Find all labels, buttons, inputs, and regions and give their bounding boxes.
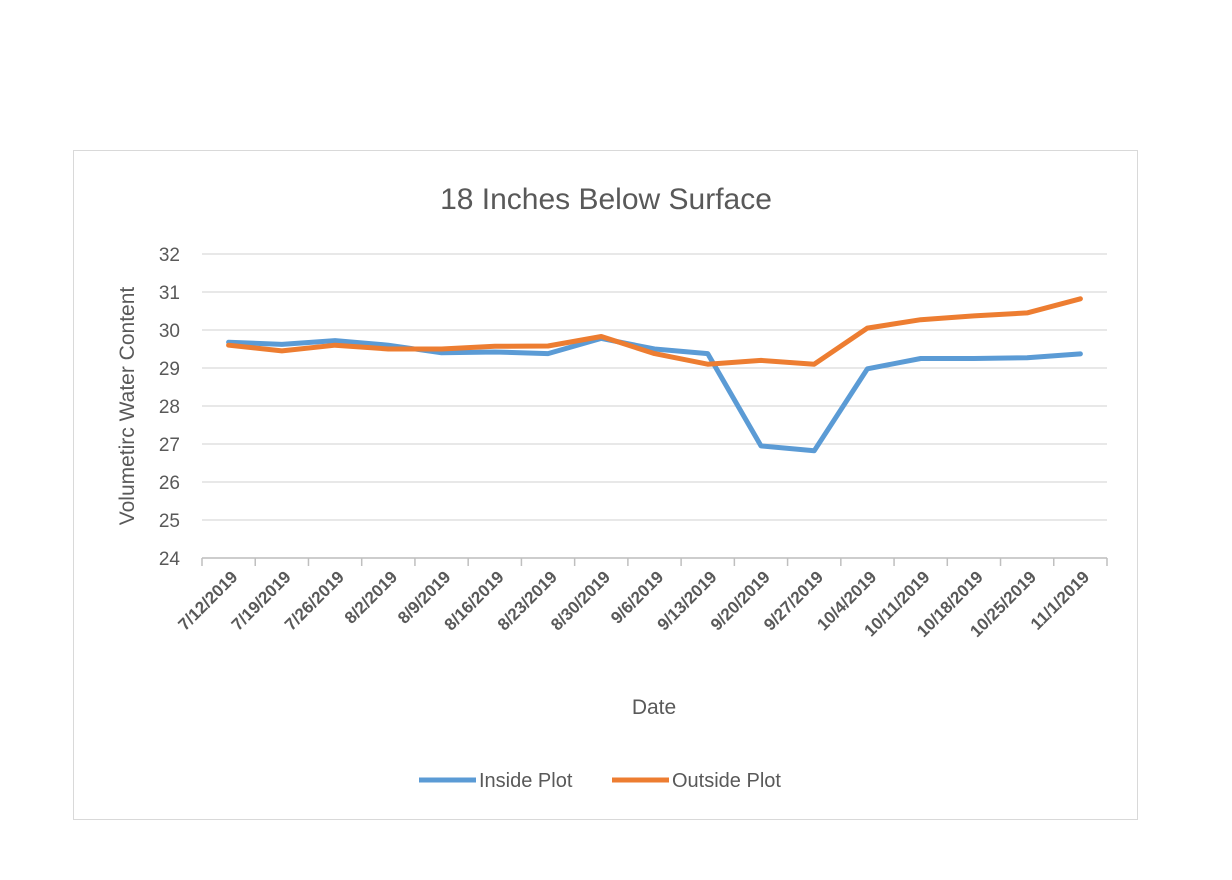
legend-label: Inside Plot	[479, 770, 573, 792]
y-tick-label: 31	[159, 283, 180, 304]
legend: Inside Plot Outside Plot	[419, 770, 781, 792]
x-tick-label: 8/2/2019	[341, 567, 401, 627]
series-line	[226, 296, 1083, 367]
y-tick-label: 30	[159, 321, 180, 342]
legend-label: Outside Plot	[672, 770, 781, 792]
line-chart: 18 Inches Below Surface 24 25 26 27 28 29 30 31…	[116, 183, 1108, 792]
gridlines	[202, 253, 1107, 559]
y-tick-label: 27	[159, 435, 180, 456]
x-axis-title: Date	[632, 696, 676, 719]
y-tick-label: 28	[159, 397, 180, 418]
y-tick-label: 26	[159, 473, 180, 494]
y-tick-label: 29	[159, 359, 180, 380]
y-axis-title: Volumetirc Water Content	[116, 287, 139, 526]
series-line	[226, 335, 1083, 454]
x-axis	[201, 557, 1108, 566]
x-axis-ticks: 7/12/20197/19/20197/26/20198/2/20198/9/2…	[175, 567, 1094, 641]
y-tick-label: 25	[159, 511, 180, 532]
y-axis-ticks: 24 25 26 27 28 29 30 31 32	[159, 245, 181, 570]
y-tick-label: 32	[159, 245, 180, 266]
x-tick-label: 11/1/2019	[1027, 567, 1093, 633]
y-tick-label: 24	[159, 549, 181, 570]
chart-title: 18 Inches Below Surface	[440, 183, 772, 216]
chart-area: 18 Inches Below Surface 24 25 26 27 28 29 30 31…	[73, 150, 1138, 820]
series-lines	[226, 296, 1083, 454]
